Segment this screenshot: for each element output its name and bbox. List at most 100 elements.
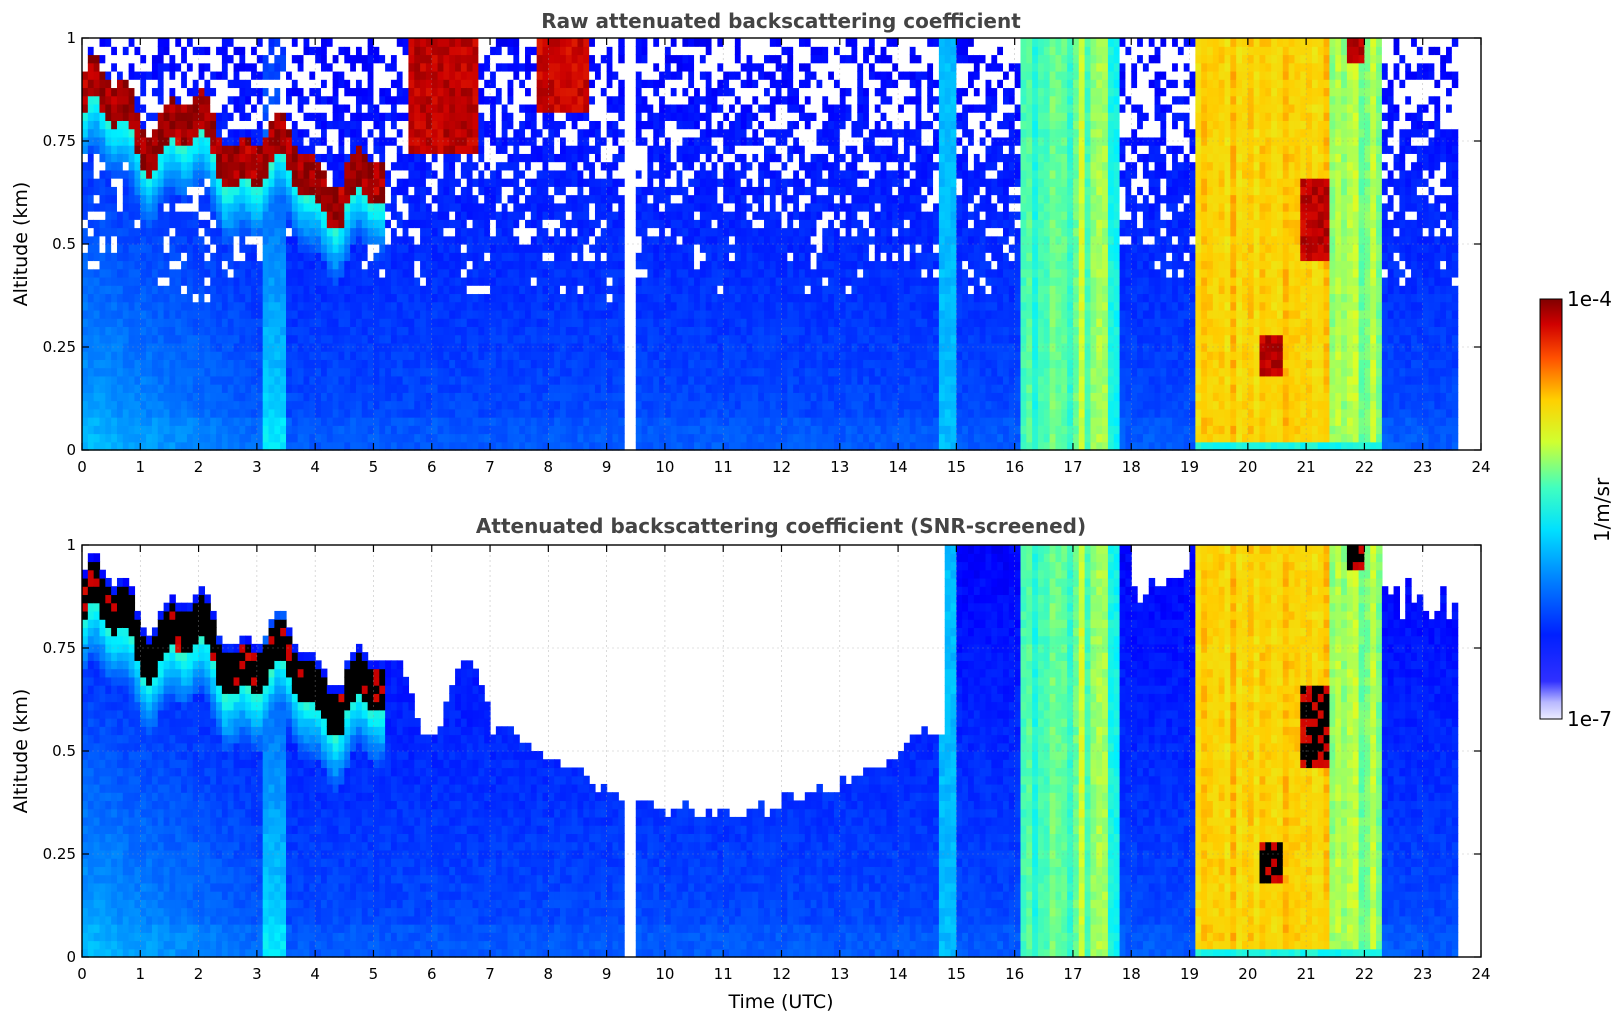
heatmap-cell: [88, 211, 94, 220]
heatmap-cell: [333, 153, 339, 162]
heatmap-cell: [397, 277, 403, 286]
heatmap-cell: [647, 153, 653, 162]
heatmap-cell: [169, 425, 175, 434]
heatmap-cell: [531, 359, 537, 368]
heatmap-cell: [525, 417, 531, 426]
heatmap-cell: [210, 79, 216, 88]
heatmap-cell: [577, 434, 583, 443]
heatmap-cell: [239, 318, 245, 327]
heatmap-cell: [467, 392, 473, 401]
heatmap-cell: [455, 252, 461, 261]
heatmap-cell: [82, 219, 88, 228]
heatmap-cell: [181, 409, 187, 418]
heatmap-cell: [554, 285, 560, 294]
heatmap-cell: [263, 269, 269, 278]
heatmap-cell: [245, 260, 251, 269]
heatmap-cell: [216, 63, 222, 72]
heatmap-cell: [525, 228, 531, 237]
heatmap-cell: [455, 368, 461, 377]
heatmap-cell: [111, 203, 117, 212]
heatmap-cell: [274, 293, 280, 302]
heatmap-cell: [216, 318, 222, 327]
heatmap-cell: [595, 293, 601, 302]
heatmap-cell: [560, 153, 566, 162]
heatmap-cell: [117, 87, 123, 96]
heatmap-cell: [397, 417, 403, 426]
heatmap-cell: [199, 186, 205, 195]
heatmap-cell: [554, 186, 560, 195]
heatmap-cell: [333, 277, 339, 286]
heatmap-cell: [385, 442, 391, 451]
heatmap-cell: [152, 228, 158, 237]
heatmap-cell: [228, 318, 234, 327]
heatmap-cell: [519, 269, 525, 278]
heatmap-cell: [508, 96, 514, 105]
heatmap-cell: [327, 310, 333, 319]
heatmap-cell: [187, 335, 193, 344]
heatmap-cell: [583, 376, 589, 385]
heatmap-cell: [140, 376, 146, 385]
heatmap-cell: [461, 120, 467, 129]
heatmap-cell: [473, 153, 479, 162]
heatmap-cell: [438, 71, 444, 80]
heatmap-cell: [566, 434, 572, 443]
heatmap-cell: [566, 359, 572, 368]
heatmap-cell: [665, 211, 671, 220]
heatmap-cell: [455, 96, 461, 105]
heatmap-cell: [478, 326, 484, 335]
heatmap-cell: [373, 417, 379, 426]
heatmap-cell: [408, 38, 414, 47]
heatmap-cell: [566, 269, 572, 278]
heatmap-cell: [199, 335, 205, 344]
heatmap-cell: [187, 96, 193, 105]
heatmap-cell: [432, 326, 438, 335]
heatmap-cell: [245, 293, 251, 302]
heatmap-cell: [298, 219, 304, 228]
heatmap-cell: [292, 87, 298, 96]
heatmap-cell: [443, 244, 449, 253]
heatmap-cell: [653, 244, 659, 253]
heatmap-cell: [333, 326, 339, 335]
heatmap-cell: [152, 417, 158, 426]
heatmap-cell: [414, 310, 420, 319]
heatmap-cell: [478, 186, 484, 195]
heatmap-cell: [438, 384, 444, 393]
heatmap-cell: [333, 260, 339, 269]
heatmap-cell: [193, 417, 199, 426]
heatmap-cell: [344, 87, 350, 96]
heatmap-cell: [117, 219, 123, 228]
heatmap-cell: [484, 186, 490, 195]
heatmap-cell: [414, 442, 420, 451]
heatmap-cell: [519, 219, 525, 228]
heatmap-cell: [111, 401, 117, 410]
heatmap-cell: [257, 71, 263, 80]
heatmap-cell: [356, 359, 362, 368]
heatmap-cell: [426, 335, 432, 344]
heatmap-cell: [601, 302, 607, 311]
heatmap-cell: [193, 63, 199, 72]
heatmap-cell: [595, 195, 601, 204]
heatmap-cell: [438, 310, 444, 319]
heatmap-cell: [362, 277, 368, 286]
heatmap-cell: [537, 269, 543, 278]
heatmap-cell: [496, 120, 502, 129]
heatmap-cell: [350, 228, 356, 237]
heatmap-cell: [338, 384, 344, 393]
heatmap-cell: [245, 162, 251, 171]
heatmap-cell: [642, 277, 648, 286]
heatmap-cell: [671, 228, 677, 237]
heatmap-cell: [304, 178, 310, 187]
heatmap-cell: [496, 170, 502, 179]
heatmap-cell: [187, 442, 193, 451]
heatmap-cell: [601, 244, 607, 253]
heatmap-cell: [286, 425, 292, 434]
heatmap-cell: [403, 368, 409, 377]
heatmap-cell: [513, 87, 519, 96]
heatmap-cell: [653, 392, 659, 401]
heatmap-cell: [426, 170, 432, 179]
heatmap-cell: [403, 87, 409, 96]
heatmap-cell: [554, 376, 560, 385]
heatmap-cell: [408, 335, 414, 344]
heatmap-cell: [397, 120, 403, 129]
heatmap-cell: [595, 203, 601, 212]
